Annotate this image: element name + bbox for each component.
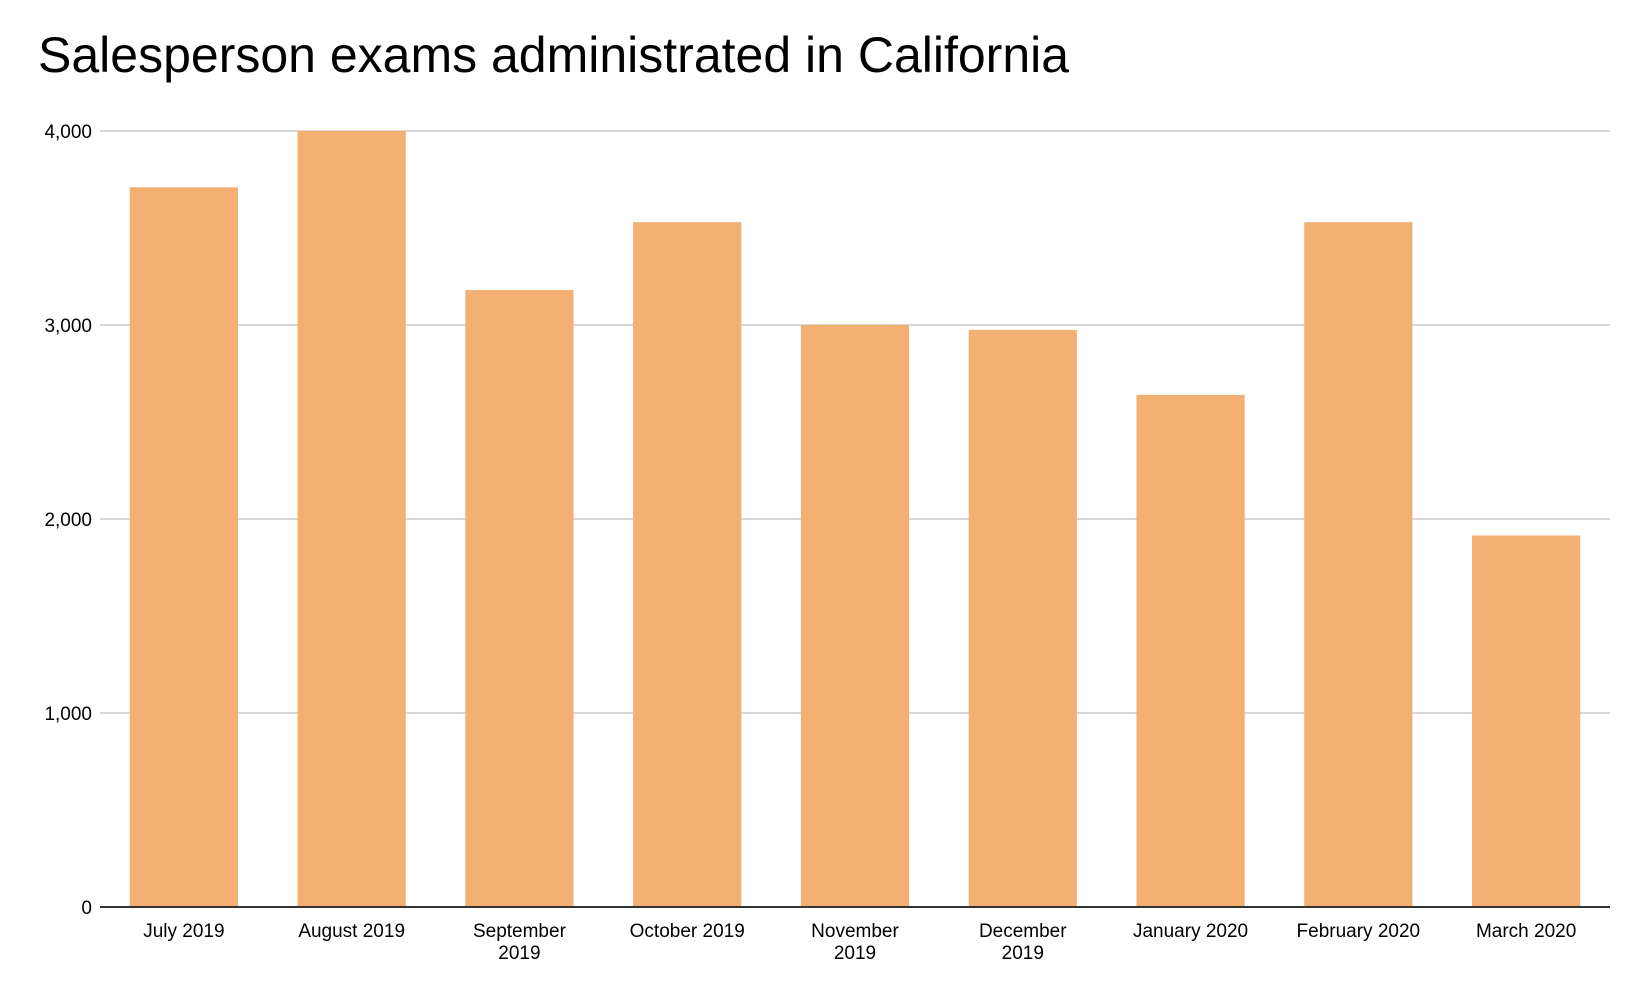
x-tick-labels: July 2019 August 2019 September 2019 October…: [143, 921, 1576, 964]
bar: [1304, 222, 1413, 907]
x-tick-label: January 2020: [1133, 921, 1248, 942]
bar: [800, 325, 910, 907]
bar: [1472, 535, 1581, 907]
x-tick-label: September 2019: [473, 921, 567, 964]
bar: [633, 222, 742, 907]
y-tick-label: 3,000: [44, 316, 92, 337]
y-tick-label: 0: [81, 898, 92, 919]
bar: [297, 131, 406, 907]
bar: [1136, 394, 1245, 908]
y-tick-label: 1,000: [44, 704, 92, 725]
x-tick-label: August 2019: [298, 921, 405, 942]
chart-title: Salesperson exams administrated in Calif…: [38, 27, 1070, 83]
x-tick-label: October 2019: [630, 921, 745, 942]
bar: [968, 329, 1077, 908]
y-tick-label: 2,000: [44, 510, 92, 531]
x-tick-label: March 2020: [1476, 921, 1576, 942]
y-tick-label: 4,000: [44, 122, 92, 143]
x-tick-label: November 2019: [811, 921, 899, 964]
bar: [129, 187, 238, 907]
x-tick-label: July 2019: [143, 921, 224, 942]
x-tick-label: December 2019: [979, 921, 1067, 964]
y-tick-labels: 0 1,000 2,000 3,000 4,000: [44, 122, 92, 919]
bars: [129, 131, 1581, 908]
x-tick-label: February 2020: [1297, 921, 1421, 942]
bar: [465, 290, 574, 908]
